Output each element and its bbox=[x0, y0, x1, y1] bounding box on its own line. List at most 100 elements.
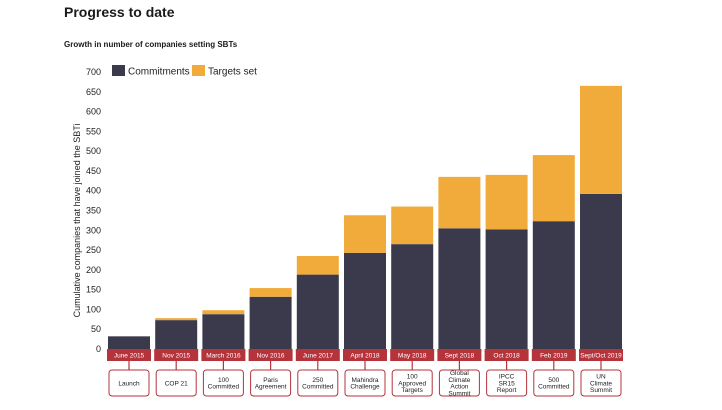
bar-targets-set bbox=[296, 256, 339, 275]
date-label: Sept 2018 bbox=[445, 353, 475, 360]
date-label-bar bbox=[248, 349, 293, 361]
event-box bbox=[250, 369, 292, 397]
event-label: 100 bbox=[407, 374, 418, 381]
event-label: Summit bbox=[590, 387, 612, 394]
date-label-bar bbox=[390, 349, 435, 361]
bar-targets-set bbox=[202, 310, 245, 315]
event-label: Challenge bbox=[350, 384, 380, 391]
event-label: SR15 bbox=[498, 380, 515, 387]
event-box bbox=[438, 369, 480, 397]
y-tick-label: 700 bbox=[86, 67, 101, 77]
event-label: Launch bbox=[118, 380, 140, 387]
event-label: COP 21 bbox=[165, 380, 188, 387]
bar-targets-set bbox=[155, 318, 198, 321]
event-label: 250 bbox=[312, 377, 323, 384]
y-tick-label: 550 bbox=[86, 126, 101, 136]
bar-targets-set bbox=[344, 215, 386, 253]
bar-commitments bbox=[438, 228, 481, 349]
bar-commitments bbox=[249, 296, 292, 349]
bar-commitments bbox=[485, 229, 528, 349]
event-box bbox=[344, 369, 386, 397]
event-label: 100 bbox=[218, 377, 229, 384]
event-box bbox=[155, 369, 197, 397]
bar-targets-set bbox=[249, 288, 292, 297]
date-label: Nov 2016 bbox=[257, 353, 285, 360]
y-tick-label: 450 bbox=[86, 166, 101, 176]
date-label-bar bbox=[343, 349, 387, 361]
legend-label: Commitments bbox=[128, 67, 190, 78]
page-title: Progress to date bbox=[64, 4, 175, 20]
event-box bbox=[297, 369, 339, 397]
y-axis-label: Cumulative companies that have joined th… bbox=[72, 124, 82, 318]
y-tick-label: 50 bbox=[91, 324, 101, 334]
bar-commitments bbox=[580, 193, 622, 349]
event-label: Climate bbox=[448, 377, 470, 384]
date-label: Oct 2018 bbox=[493, 353, 520, 360]
bar-targets-set bbox=[438, 176, 481, 229]
y-tick-label: 600 bbox=[86, 107, 101, 117]
event-box bbox=[580, 369, 622, 397]
event-label: 500 bbox=[548, 377, 559, 384]
bar-commitments bbox=[344, 252, 386, 349]
event-label: Mahindra bbox=[351, 377, 378, 384]
event-label: UN bbox=[596, 374, 606, 381]
date-label-bar bbox=[201, 349, 246, 361]
event-box bbox=[202, 369, 244, 397]
bar-targets-set bbox=[532, 155, 575, 222]
y-tick-label: 500 bbox=[86, 146, 101, 156]
y-tick-label: 150 bbox=[86, 285, 101, 295]
date-label: June 2015 bbox=[114, 353, 145, 360]
y-tick-label: 300 bbox=[86, 225, 101, 235]
date-label: Nov 2015 bbox=[162, 353, 190, 360]
event-label: Summit bbox=[448, 391, 470, 398]
bar-targets-set bbox=[391, 206, 434, 245]
event-label: Report bbox=[497, 387, 517, 394]
event-label: Action bbox=[450, 384, 468, 391]
event-label: Climate bbox=[590, 380, 612, 387]
bar-commitments bbox=[202, 314, 245, 349]
date-label-bar bbox=[579, 349, 623, 361]
event-label: Targets bbox=[402, 387, 424, 394]
date-label: Sept/Oct 2019 bbox=[580, 353, 622, 360]
bar-commitments bbox=[391, 244, 434, 349]
event-box bbox=[533, 369, 575, 397]
event-label: Global bbox=[450, 370, 469, 377]
bar-commitments bbox=[155, 320, 198, 349]
date-label-bar bbox=[107, 349, 151, 361]
chart-subtitle: Growth in number of companies setting SB… bbox=[64, 40, 238, 49]
y-tick-label: 0 bbox=[96, 344, 101, 354]
date-label: June 2017 bbox=[303, 353, 334, 360]
y-tick-label: 100 bbox=[86, 304, 101, 314]
date-label-bar bbox=[295, 349, 340, 361]
y-tick-label: 400 bbox=[86, 186, 101, 196]
legend-swatch bbox=[192, 65, 205, 76]
bar-commitments bbox=[532, 221, 575, 349]
bar-commitments bbox=[108, 336, 150, 349]
event-box bbox=[486, 369, 528, 397]
event-label: Committed bbox=[302, 384, 334, 391]
event-label: Agreement bbox=[255, 384, 287, 391]
y-tick-label: 650 bbox=[86, 87, 101, 97]
event-label: Committed bbox=[208, 384, 240, 391]
date-label: April 2018 bbox=[350, 353, 380, 360]
bar-commitments bbox=[296, 274, 339, 349]
y-tick-label: 250 bbox=[86, 245, 101, 255]
date-label-bar bbox=[531, 349, 576, 361]
date-label-bar bbox=[484, 349, 529, 361]
bar-targets-set bbox=[485, 174, 528, 230]
event-label: Paris bbox=[263, 377, 279, 384]
legend-swatch bbox=[112, 65, 125, 76]
date-label: Feb 2019 bbox=[540, 353, 568, 360]
y-tick-label: 350 bbox=[86, 206, 101, 216]
event-box bbox=[108, 369, 150, 397]
legend-label: Targets set bbox=[208, 67, 257, 78]
y-tick-label: 200 bbox=[86, 265, 101, 275]
date-label-bar bbox=[154, 349, 199, 361]
bar-targets-set bbox=[580, 85, 622, 194]
date-label: March 2016 bbox=[206, 353, 241, 360]
event-label: IPCC bbox=[499, 374, 515, 381]
event-label: Committed bbox=[538, 384, 570, 391]
event-label: Approved bbox=[398, 380, 426, 387]
date-label: May 2018 bbox=[398, 353, 427, 360]
